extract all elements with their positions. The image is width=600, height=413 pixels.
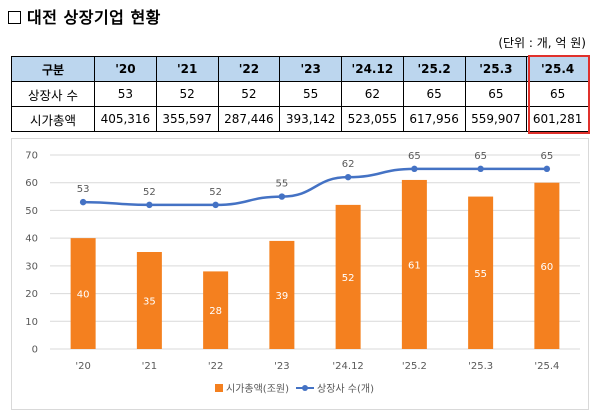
y-tick-label: 70 [25, 151, 38, 162]
table-header-cell: '22 [217, 56, 281, 82]
table-corner-cell: 구분 [11, 56, 95, 82]
line-point [278, 193, 286, 200]
table-cell: 53 [94, 81, 157, 107]
table-header-cell: '25.3 [464, 56, 528, 82]
legend-line-marker [302, 385, 308, 391]
y-tick-label: 60 [25, 178, 38, 189]
table-cell: 65 [464, 81, 528, 107]
bar-data-label: 39 [276, 291, 289, 302]
table-cell: 55 [279, 81, 342, 107]
x-tick-label: '25.3 [468, 361, 493, 372]
bar-data-label: 61 [408, 260, 421, 271]
table-cell: 393,142 [279, 106, 342, 132]
line-data-label: 65 [541, 151, 554, 162]
chart-frame [11, 138, 589, 410]
x-tick-label: '25.2 [402, 361, 427, 372]
table-header-cell: '24.12 [341, 56, 404, 82]
bar-data-label: 40 [77, 290, 90, 301]
bar-data-label: 60 [541, 262, 554, 273]
checkbox-square-icon [8, 11, 21, 24]
table-row-companies: 상장사 수 53 52 52 55 62 65 65 65 [11, 81, 589, 107]
title-text: 대전 상장기업 현황 [27, 8, 161, 27]
bar [203, 271, 229, 349]
table-cell: 287,446 [217, 106, 281, 132]
y-tick-label: 0 [32, 345, 38, 356]
line-series-companies [83, 167, 547, 207]
bar [401, 179, 427, 349]
table-header-cell: '25.4 [526, 56, 589, 82]
bar [335, 204, 361, 349]
page-title: 대전 상장기업 현황 [8, 4, 161, 28]
line-point [79, 198, 87, 206]
y-tick-label: 40 [25, 234, 38, 245]
table-cell: 523,055 [341, 106, 404, 132]
line-data-label: 53 [77, 184, 90, 195]
summary-table: 구분 '20 '21 '22 '23 '24.12 '25.2 '25.3 '2… [11, 56, 589, 132]
x-tick-label: '25.4 [534, 361, 559, 372]
y-tick-label: 20 [25, 289, 38, 300]
y-tick-label: 50 [25, 206, 38, 217]
line-point [146, 201, 153, 209]
legend-line-label: 상장사 수(개) [317, 383, 374, 395]
table-cell: 405,316 [94, 106, 157, 132]
line-data-label: 62 [342, 159, 355, 170]
table-header-cell: '21 [155, 56, 219, 82]
line-point [212, 201, 219, 209]
x-tick-label: '23 [274, 361, 289, 372]
bar [70, 238, 96, 349]
line-point [543, 165, 551, 173]
line-point [477, 165, 484, 173]
bar-data-label: 35 [143, 297, 156, 308]
y-tick-label: 30 [25, 261, 38, 272]
line-data-label: 65 [474, 151, 487, 162]
table-row-market-cap: 시가총액 405,316 355,597 287,446 393,142 523… [11, 106, 589, 132]
table-cell: 62 [341, 81, 404, 107]
bar [534, 182, 560, 349]
bar-data-label: 28 [209, 306, 222, 317]
table-cell: 601,281 [526, 106, 589, 132]
legend-bar-swatch [215, 384, 223, 392]
table-cell: 617,956 [402, 106, 466, 132]
line-data-label: 55 [276, 179, 289, 190]
bar-data-label: 55 [474, 269, 487, 280]
line-point [344, 173, 352, 181]
table-cell: 355,597 [155, 106, 219, 132]
x-tick-label: '20 [75, 361, 90, 372]
highlight-box-latest-column [528, 55, 590, 134]
table-row-label: 시가총액 [11, 106, 95, 132]
line-data-label: 52 [143, 187, 156, 198]
line-data-label: 52 [209, 187, 222, 198]
legend-bar-label: 시가총액(조원) [226, 383, 289, 395]
y-tick-label: 10 [25, 317, 38, 328]
x-tick-label: '21 [142, 361, 157, 372]
table-header-row: 구분 '20 '21 '22 '23 '24.12 '25.2 '25.3 '2… [11, 56, 589, 82]
line-data-label: 65 [408, 151, 421, 162]
bar [136, 252, 162, 349]
bar-data-label: 52 [342, 273, 355, 284]
x-tick-label: '22 [208, 361, 223, 372]
unit-note: (단위 : 개, 억 원) [498, 36, 586, 50]
bar [269, 240, 295, 349]
table-header-cell: '23 [279, 56, 342, 82]
bar [468, 196, 494, 349]
table-cell: 559,907 [464, 106, 528, 132]
x-tick-label: '24.12 [332, 361, 363, 372]
table-header-cell: '25.2 [402, 56, 466, 82]
line-point [411, 165, 418, 173]
